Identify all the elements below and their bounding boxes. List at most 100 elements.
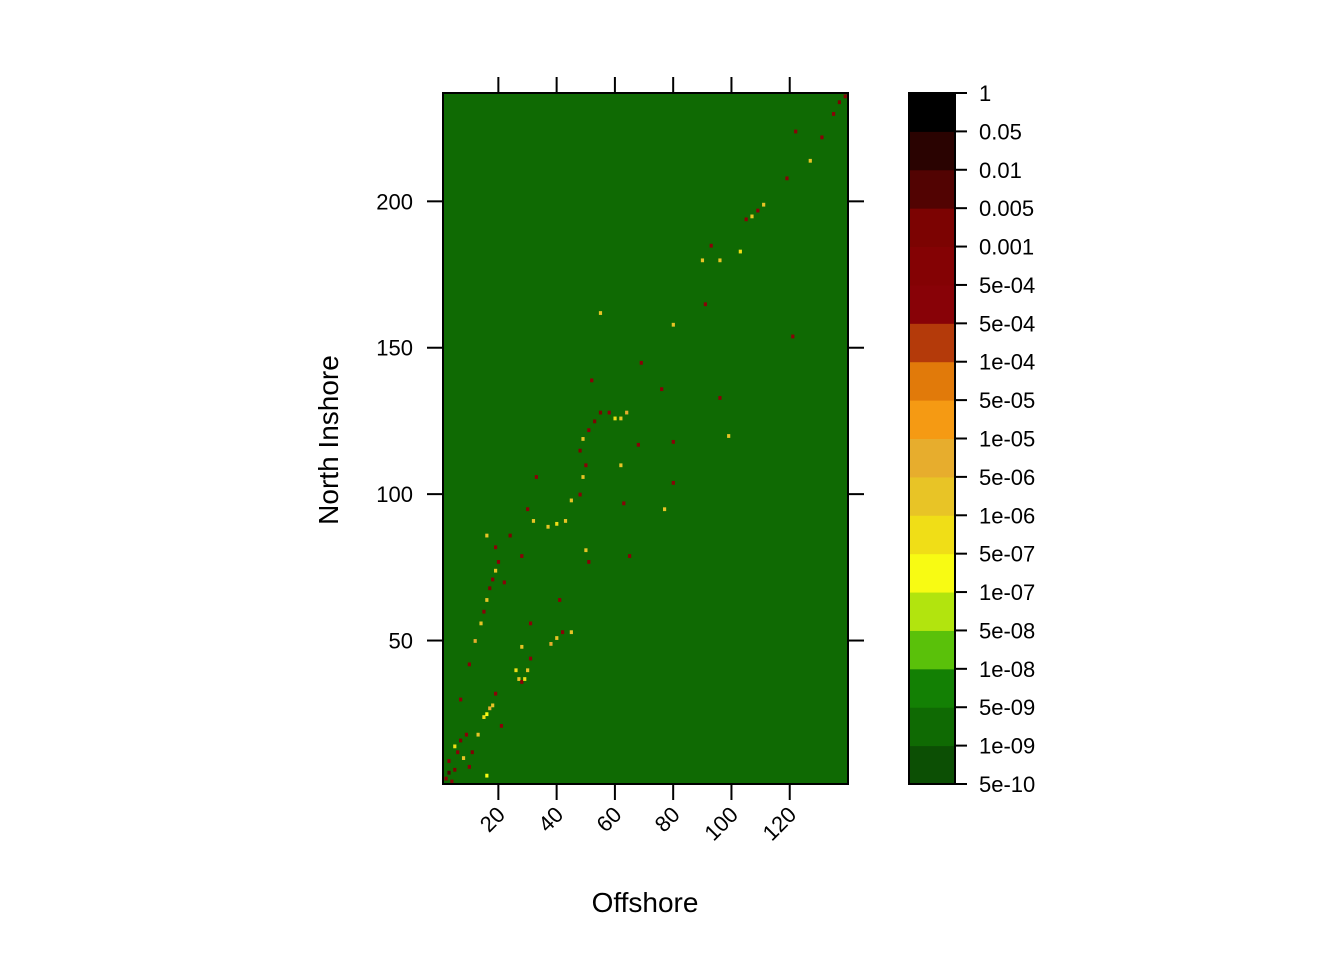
heatmap-cell [470,750,474,755]
colorbar-bin [909,476,955,516]
heatmap-cell [488,706,492,711]
heatmap-cell [744,217,748,222]
colorbar-bin [909,515,955,555]
colorbar-label: 5e-05 [979,388,1035,413]
colorbar-label: 0.005 [979,196,1034,221]
heatmap-cell [456,750,460,755]
y-tick-label: 200 [376,189,413,214]
heatmap-cell [467,764,471,769]
heatmap-cell [593,419,597,424]
heatmap-cell [453,744,457,749]
heatmap-cell [700,258,705,263]
heatmap-cell [791,334,795,339]
colorbar-label: 0.001 [979,235,1034,260]
heatmap-cell [482,609,486,614]
x-tick-label: 120 [758,802,802,846]
heatmap-cell [587,560,591,564]
heatmap-cell [531,519,536,523]
heatmap-cell [718,258,722,263]
heatmap-cell [450,779,454,784]
heatmap-cell [671,439,675,444]
heatmap-cell [584,463,588,468]
heatmap-cell [613,416,617,421]
x-tick-label: 80 [650,802,685,837]
colorbar-bin [909,438,955,478]
heatmap-cell [622,501,626,506]
heatmap-cell [837,100,841,105]
colorbar-label: 0.01 [979,158,1022,183]
heatmap-cell [794,129,798,134]
heatmap-cell [447,770,451,775]
heatmap-cell [494,568,498,573]
colorbar-bin [909,131,955,171]
heatmap-cell [491,577,495,582]
heatmap-cell [546,524,550,529]
heatmap-cell [526,507,530,512]
heatmap-cell [488,586,492,591]
heatmap-cell [587,428,591,433]
heatmap-cell [578,448,582,453]
heatmap-cell [671,322,675,327]
x-axis-label: Offshore [592,887,699,918]
heatmap-background [443,93,848,784]
heatmap-cell [584,548,588,553]
heatmap-cell [762,202,766,207]
heatmap-cell [520,554,524,558]
colorbar-label: 5e-10 [979,772,1035,797]
colorbar-bin [909,630,955,670]
x-tick-label: 20 [475,802,510,837]
colorbar-bin [909,553,955,593]
heatmap-cell [555,636,559,640]
heatmap-cell [523,677,527,681]
colorbar-label: 1e-04 [979,350,1035,375]
heatmap-cell [660,387,664,392]
heatmap-cell [485,598,489,602]
heatmap-cell [517,677,521,681]
heatmap-cell [671,480,675,485]
heatmap-cell [598,311,603,315]
heatmap-cell [464,732,469,737]
colorbar-label: 1 [979,81,991,106]
heatmap-cell [750,214,754,219]
heatmap-cell [569,498,573,503]
heatmap-cell [514,668,518,673]
heatmap-cell [563,519,568,523]
heatmap-cell [473,639,477,643]
heatmap-cell [555,521,559,526]
heatmap-cell [528,621,533,626]
colorbar-label: 1e-06 [979,503,1035,528]
heatmap-cell [558,598,562,602]
heatmap-cell [727,434,731,438]
heatmap-cell [526,668,530,673]
colorbar-label: 1e-08 [979,657,1035,682]
heatmap-cell [590,378,594,383]
heatmap-cell [444,776,448,781]
colorbar-label: 5e-06 [979,465,1035,490]
heatmap-cell [461,756,466,760]
y-tick-label: 100 [376,482,413,507]
heatmap-cell [508,533,512,538]
colorbar-bin [909,707,955,747]
colorbar-bin [909,400,955,439]
heatmap-cell [496,560,501,564]
y-tick-label: 150 [376,336,413,361]
heatmap-cell [578,492,582,497]
heatmap-cell [494,691,498,696]
colorbar-bin [909,668,955,708]
heatmap-cell [785,176,789,181]
heatmap-cell [482,715,486,719]
plot-panel [443,93,848,784]
y-axis-label: North Inshore [313,355,344,525]
heatmap-cell [756,208,760,213]
heatmap-cell [843,94,847,99]
plot-border [442,92,849,785]
heatmap-cell [581,475,585,479]
colorbar-bin [909,284,955,324]
heatmap-cell [639,360,643,365]
heatmap-cell [598,410,603,415]
heatmap-cell [485,712,489,717]
heatmap-cell [619,463,623,468]
colorbar-bin [909,93,955,132]
heatmap-cell [459,697,463,702]
